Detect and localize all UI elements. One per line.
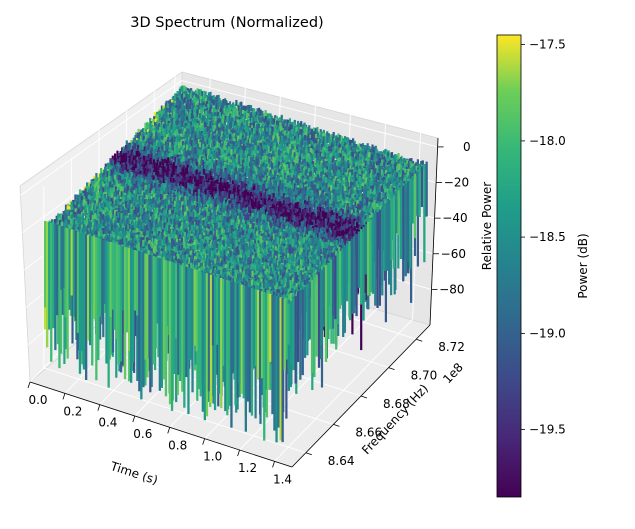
surface-cell (284, 158, 286, 164)
surface-cell (281, 115, 283, 121)
surface-cell (179, 89, 181, 95)
surface-cell (266, 202, 268, 208)
surface-cell (390, 192, 392, 198)
surface-cell (308, 181, 310, 187)
surface-cell (186, 145, 188, 151)
surface-cell (262, 186, 264, 192)
surface-cell (367, 191, 369, 197)
surface-cell (154, 162, 156, 168)
surface-cell (253, 128, 255, 134)
surface-cell (203, 169, 205, 175)
surface-cell (305, 161, 307, 167)
surface-cell (277, 136, 279, 142)
surface-cell (333, 189, 335, 195)
surface-cell (179, 123, 181, 129)
surface-cell (344, 155, 346, 161)
surface-cell (289, 153, 291, 159)
surface-cell (204, 122, 206, 128)
surface-cell (302, 170, 304, 176)
surface-cell (179, 167, 181, 173)
surface-cell (287, 178, 289, 184)
surface-cell (397, 153, 399, 159)
surface-cell (274, 170, 276, 176)
surface-cell (178, 142, 180, 148)
surface-cell (158, 152, 160, 158)
surface-cell (183, 172, 185, 178)
surface-cell (386, 156, 388, 162)
surface-cell (128, 144, 130, 150)
surface-cell (181, 86, 183, 92)
surface-cell (230, 149, 232, 155)
surface-cell (148, 145, 150, 151)
surface-cell (276, 186, 278, 192)
surface-cell (270, 210, 272, 216)
surface-cell (153, 130, 155, 136)
surface-cell (188, 113, 190, 119)
surface-cell (206, 126, 208, 132)
surface-cell (240, 153, 242, 159)
